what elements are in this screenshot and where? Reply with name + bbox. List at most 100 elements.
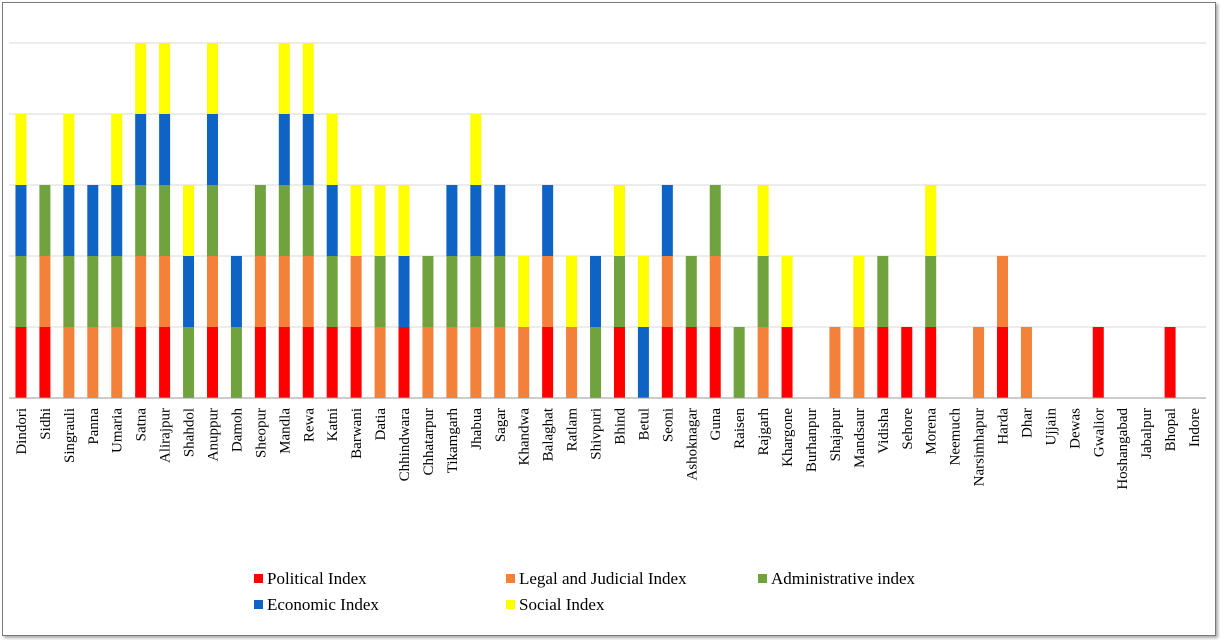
bar-khargone-political-index [781,327,793,398]
bar-mandla-legal-and-judicial-index [278,256,290,327]
x-tick-label-tikamgarh: Tikamgarh [445,408,461,474]
x-tick-label-mandla: Mandla [277,408,293,454]
bar-panna-administrative-index [87,256,99,327]
bar-umaria-economic-index [111,185,123,256]
x-tick-label-ashoknagar: Ashoknagar [684,408,700,480]
x-tick-label-satna: Satna [134,408,150,442]
bar-khargone-social-index [781,256,793,327]
bar-singrauli-social-index [63,114,75,185]
bar-shahdol-economic-index [183,256,195,327]
bar-barwani-political-index [350,327,362,398]
x-tick-label-chhatarpur: Chhatarpur [421,408,437,475]
bar-chhindwara-economic-index [398,256,410,327]
x-tick-label-katni: Katni [325,408,341,441]
x-tick-label-khandwa: Khandwa [517,408,533,466]
bar-shahdol-social-index [183,185,195,256]
x-tick-label-jabalpur: Jabalpur [1139,408,1155,459]
bar-barwani-legal-and-judicial-index [350,256,362,327]
bar-datia-social-index [374,185,386,256]
bar-barwani-social-index [350,185,362,256]
bar-jhabua-legal-and-judicial-index [470,327,482,398]
x-tick-labels: Dindori Sidhi Singrauli Panna Umaria Satna Ali… [14,407,1203,489]
x-tick-label-burhanpur: Burhanpur [804,408,820,472]
bar-dindori-social-index [15,114,27,185]
bar-damoh-economic-index [230,256,242,327]
legend-label-economic-index: Economic Index [267,595,379,614]
bar-satna-political-index [135,327,147,398]
x-tick-label-datia: Datia [373,408,389,441]
x-tick-label-alirajpur: Alirajpur [158,408,174,463]
bar-chhatarpur-administrative-index [422,256,434,327]
bar-satna-administrative-index [135,185,147,256]
bar-bhind-social-index [613,185,625,256]
bar-tikamgarh-legal-and-judicial-index [446,327,458,398]
bar-panna-legal-and-judicial-index [87,327,99,398]
bar-chhindwara-social-index [398,185,410,256]
bar-gwalior-political-index [1092,327,1104,398]
bar-jhabua-administrative-index [470,256,482,327]
legend-swatch-social-index [506,600,515,609]
bar-shivpuri-administrative-index [590,327,602,398]
x-tick-label-rewa: Rewa [301,408,317,442]
x-tick-label-ratlam: Ratlam [565,408,581,452]
bar-sidhi-political-index [39,327,51,398]
x-tick-label-raisen: Raisen [732,408,748,449]
x-tick-label-hoshangabad: Hoshangabad [1115,408,1131,490]
legend-label-political-index: Political Index [267,569,367,588]
bar-alirajpur-social-index [159,43,171,114]
bar-mandla-political-index [278,327,290,398]
legend-label-administrative-index: Administrative index [771,569,916,588]
bar-umaria-administrative-index [111,256,123,327]
bar-datia-administrative-index [374,256,386,327]
bar-morena-political-index [925,327,937,398]
bar-balaghat-economic-index [542,185,554,256]
bar-mandla-social-index [278,43,290,114]
bar-sidhi-administrative-index [39,185,51,256]
bars [15,43,1176,398]
x-tick-label-sagar: Sagar [493,408,509,442]
bar-shajapur-legal-and-judicial-index [829,327,841,398]
x-tick-label-vidisha: Vidisha [876,408,892,454]
bar-betul-economic-index [637,327,649,398]
x-tick-label-panna: Panna [86,408,102,445]
bar-singrauli-legal-and-judicial-index [63,327,75,398]
bar-tikamgarh-administrative-index [446,256,458,327]
bar-rewa-legal-and-judicial-index [302,256,314,327]
bar-anuppur-legal-and-judicial-index [206,256,218,327]
x-tick-label-seoni: Seoni [660,408,676,442]
legend-swatch-economic-index [254,600,263,609]
x-tick-label-bhopal: Bhopal [1163,408,1179,451]
bar-sheopur-administrative-index [254,185,266,256]
bar-katni-administrative-index [326,256,338,327]
x-tick-label-bhind: Bhind [612,408,628,445]
bar-sheopur-legal-and-judicial-index [254,256,266,327]
bar-jhabua-social-index [470,114,482,185]
bar-guna-legal-and-judicial-index [709,256,721,327]
bar-panna-economic-index [87,185,99,256]
bar-dhar-legal-and-judicial-index [1020,327,1032,398]
bar-sidhi-legal-and-judicial-index [39,256,51,327]
bar-ratlam-legal-and-judicial-index [566,327,578,398]
bar-rajgarh-administrative-index [757,256,769,327]
x-tick-label-shajapur: Shajapur [828,408,844,461]
bar-dindori-political-index [15,327,27,398]
bar-ashoknagar-political-index [685,327,697,398]
x-tick-label-sidhi: Sidhi [38,408,54,440]
bar-satna-legal-and-judicial-index [135,256,147,327]
bar-alirajpur-administrative-index [159,185,171,256]
bar-anuppur-economic-index [206,114,218,185]
bar-anuppur-social-index [206,43,218,114]
bar-satna-social-index [135,43,147,114]
bar-mandsaur-social-index [853,256,865,327]
bar-seoni-economic-index [661,185,673,256]
bar-harda-legal-and-judicial-index [997,256,1009,327]
legend-swatch-political-index [254,574,263,583]
bar-katni-economic-index [326,185,338,256]
x-tick-label-sehore: Sehore [900,408,916,450]
bar-balaghat-legal-and-judicial-index [542,256,554,327]
x-tick-label-rajgarh: Rajgarh [756,408,772,456]
x-tick-label-anuppur: Anuppur [205,408,221,461]
bar-sheopur-political-index [254,327,266,398]
legend-swatch-legal-and-judicial-index [506,574,515,583]
